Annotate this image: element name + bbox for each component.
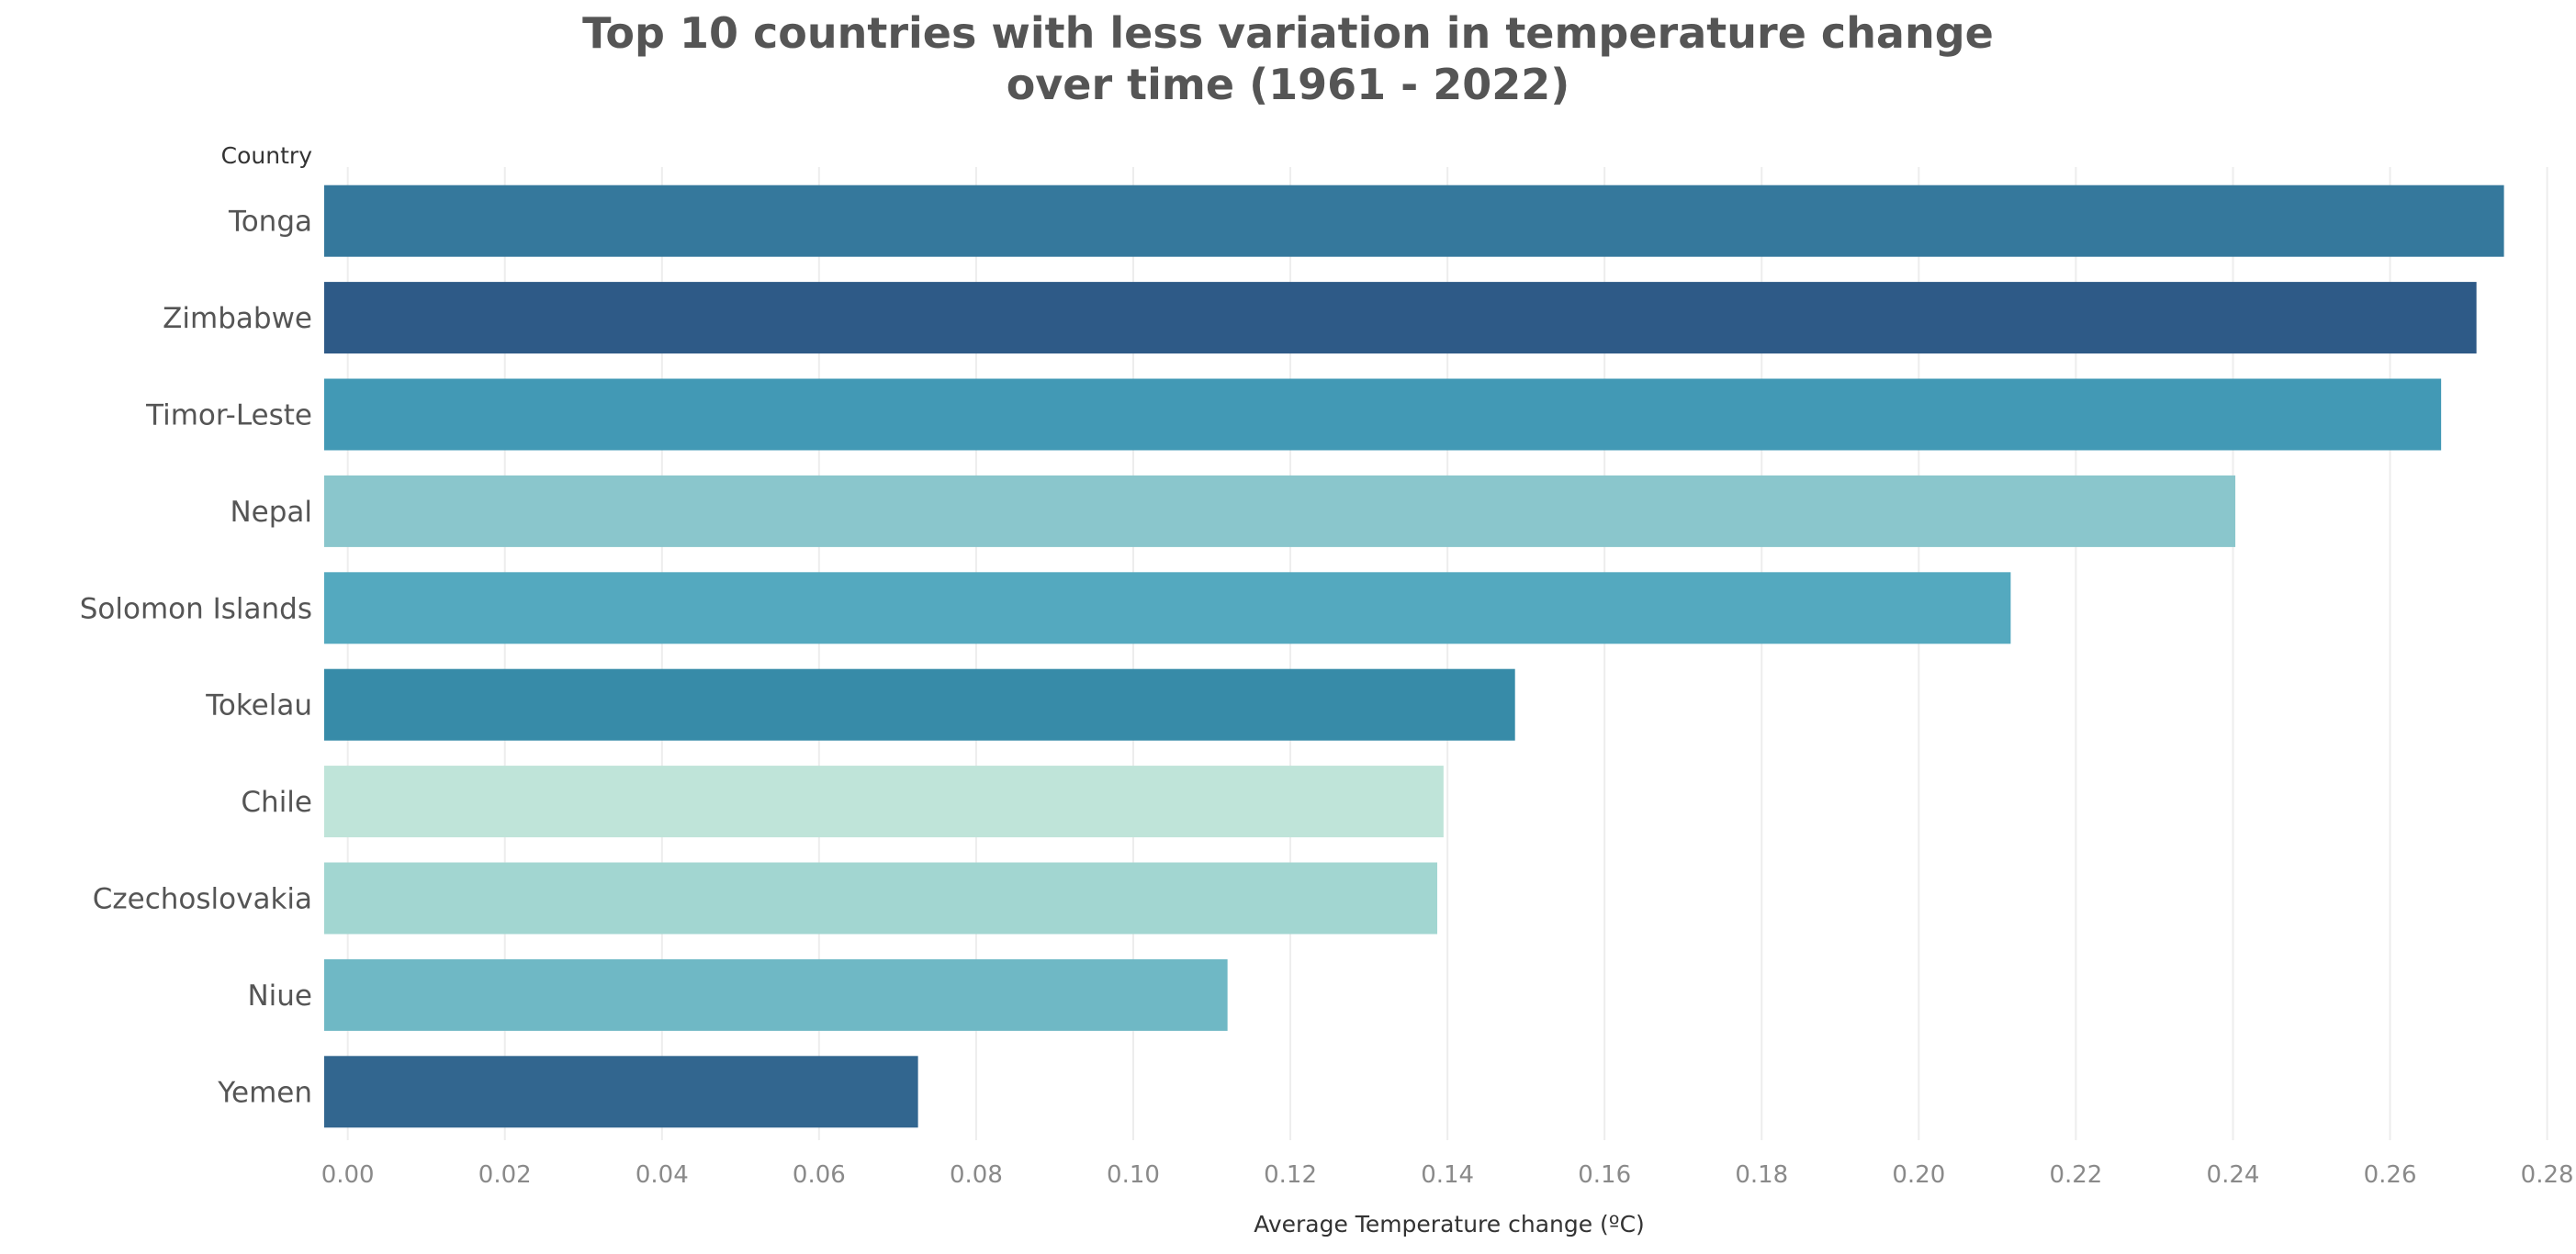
category-label: Timor-Leste [145,399,312,432]
category-label: Czechoslovakia [93,883,312,916]
category-label: Zimbabwe [163,302,312,335]
bar-tonga[interactable] [324,185,2504,257]
x-tick-label: 0.28 [2521,1161,2574,1189]
x-tick-label: 0.14 [1421,1161,1474,1189]
bar-czechoslovakia[interactable] [324,862,1438,935]
bar-chile[interactable] [324,766,1444,838]
x-tick-label: 0.10 [1107,1161,1160,1189]
x-tick-label: 0.18 [1735,1161,1788,1189]
x-tick-label: 0.20 [1892,1161,1945,1189]
x-tick-label: 0.06 [793,1161,846,1189]
bar-timor-leste[interactable] [324,378,2442,451]
category-labels: Tonga Zimbabwe Timor-Leste Nepal Solomon Isl… [80,206,312,1110]
x-tick-label: 0.26 [2364,1161,2417,1189]
bar-zimbabwe[interactable] [324,282,2477,354]
x-tick-label: 0.24 [2207,1161,2260,1189]
x-tick-label: 0.12 [1264,1161,1317,1189]
bar-nepal[interactable] [324,475,2236,547]
bar-solomon-islands[interactable] [324,572,2011,644]
category-label: Tonga [228,206,312,239]
x-tick-label: 0.00 [321,1161,375,1189]
chart-title: Top 10 countries with less variation in … [0,7,2576,110]
bars [324,185,2504,1128]
category-label: Tokelau [205,689,312,722]
x-tick-label: 0.16 [1578,1161,1631,1189]
chart-title-line-1: Top 10 countries with less variation in … [582,8,1994,58]
x-tick-label: 0.22 [2049,1161,2102,1189]
category-label: Nepal [230,496,312,529]
x-axis-ticks: 0.00 0.02 0.04 0.06 0.08 0.10 0.12 0.14 0.16 0.18… [321,1161,2574,1189]
bar-niue[interactable] [324,958,1228,1031]
bar-tokelau[interactable] [324,668,1515,741]
category-label: Solomon Islands [80,592,312,625]
bar-yemen[interactable] [324,1056,918,1128]
x-tick-label: 0.04 [636,1161,689,1189]
category-label: Chile [241,786,312,819]
y-axis-title: Country [221,142,313,169]
x-tick-label: 0.02 [478,1161,532,1189]
chart-title-line-2: over time (1961 - 2022) [1006,60,1570,109]
category-label: Niue [247,980,312,1013]
x-axis-title: Average Temperature change (ºC) [1254,1211,1645,1237]
x-tick-label: 0.08 [950,1161,1003,1189]
category-label: Yemen [217,1076,312,1109]
